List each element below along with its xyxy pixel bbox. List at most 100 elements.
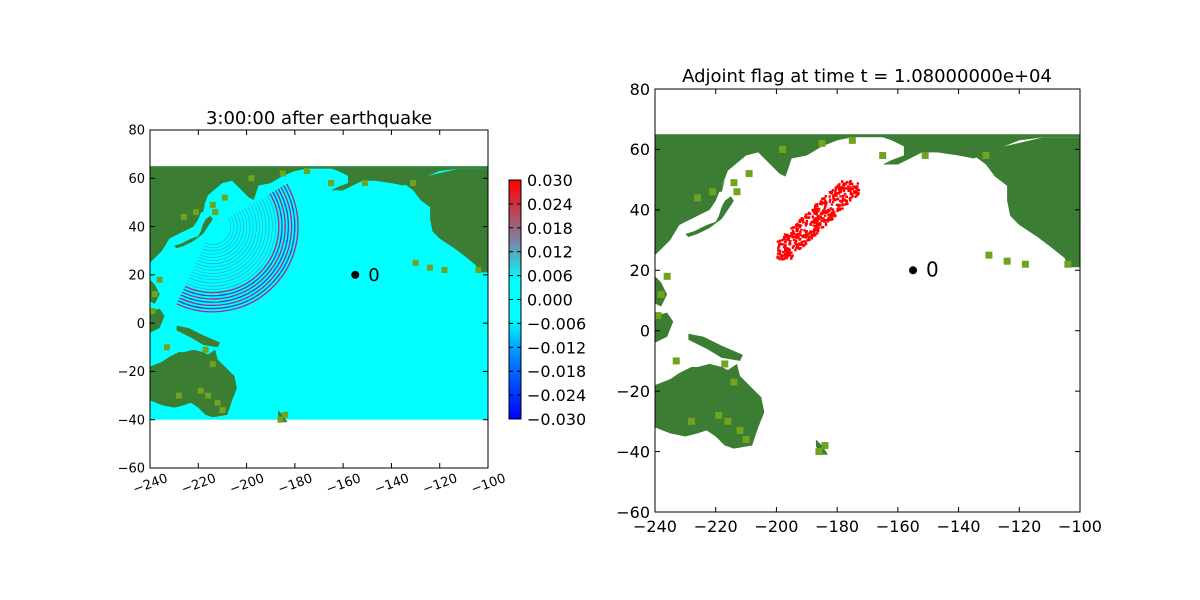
flag-cell xyxy=(834,187,838,191)
flag-cell xyxy=(841,203,845,206)
flag-cell xyxy=(841,186,845,190)
gauge-point xyxy=(351,270,360,279)
flag-cell xyxy=(814,204,818,208)
flag-cell xyxy=(820,219,823,223)
axes-frame xyxy=(149,129,489,469)
right-subplot: 0 Adjoint flag at time t = 1.08000000e+0… xyxy=(616,66,1102,536)
flag-cell xyxy=(796,234,799,238)
flag-cell xyxy=(792,226,796,229)
flag-cell xyxy=(845,195,849,198)
flag-cell xyxy=(837,187,841,191)
flag-cell xyxy=(777,245,781,248)
flag-cell xyxy=(795,244,799,247)
flag-cell xyxy=(810,230,814,233)
flag-cell xyxy=(849,186,852,189)
land-speckle xyxy=(848,136,856,144)
wave-front xyxy=(191,201,264,277)
land-speckle xyxy=(715,411,723,419)
flag-cell xyxy=(791,235,794,239)
land-mass xyxy=(688,333,743,361)
flag-cell xyxy=(825,202,828,205)
wave-front xyxy=(177,185,296,310)
flag-cell xyxy=(854,185,857,189)
flag-cell xyxy=(848,180,852,184)
land-speckle xyxy=(694,194,701,202)
gauge-point xyxy=(909,266,918,275)
flag-cell xyxy=(826,220,830,223)
land-speckle xyxy=(730,179,738,187)
flag-cell xyxy=(792,238,796,242)
flag-cell xyxy=(776,240,780,243)
land-mass xyxy=(174,215,213,249)
land-speckle xyxy=(427,264,434,271)
flag-cell xyxy=(823,205,827,208)
flag-cell xyxy=(808,232,811,235)
land-speckle xyxy=(1064,260,1072,268)
land-speckle xyxy=(197,387,204,394)
flag-cell xyxy=(797,232,800,235)
colorbar-tick-label: 0.024 xyxy=(527,195,573,214)
flag-cell xyxy=(782,250,785,254)
flag-cell xyxy=(800,242,803,246)
x-tick-label: −120 xyxy=(997,517,1041,536)
flag-cell xyxy=(814,218,817,221)
flag-cell xyxy=(842,184,846,187)
wave-front xyxy=(183,191,283,297)
flag-cell xyxy=(820,226,824,229)
flag-cell xyxy=(821,211,825,214)
flag-cell xyxy=(787,236,791,239)
flag-cell xyxy=(847,189,850,193)
y-tick-label: 80 xyxy=(128,124,145,139)
flag-cell xyxy=(816,205,819,208)
wave-front xyxy=(196,207,251,265)
land-mass xyxy=(176,325,220,348)
flag-cell xyxy=(798,225,801,229)
flag-cell xyxy=(787,254,790,257)
flag-cell xyxy=(782,257,785,261)
flag-cell xyxy=(852,190,856,193)
x-tick-label: −180 xyxy=(815,517,859,536)
flag-cell xyxy=(815,221,819,224)
x-tick-label: −140 xyxy=(373,471,412,497)
land-mass xyxy=(232,178,254,200)
colorbar-tick-label: −0.024 xyxy=(527,386,586,405)
flag-cell xyxy=(830,190,834,193)
flag-cell xyxy=(851,187,854,191)
flag-cell xyxy=(776,256,779,260)
flag-cell xyxy=(777,246,780,250)
flag-cell xyxy=(843,187,846,191)
land-speckle xyxy=(209,361,216,368)
land-speckle xyxy=(209,201,216,208)
land-speckle xyxy=(214,399,221,406)
flag-cell xyxy=(835,203,839,207)
flag-cell xyxy=(818,223,822,227)
flag-cell xyxy=(826,208,830,212)
flag-cell xyxy=(805,230,809,233)
flag-cell xyxy=(844,182,848,185)
flag-cell xyxy=(780,255,784,259)
flag-cell xyxy=(851,194,854,198)
tick-marks xyxy=(654,88,1081,513)
flag-cell xyxy=(796,236,800,239)
flag-cell xyxy=(839,189,842,193)
land-mass xyxy=(958,137,1080,268)
land-speckle xyxy=(163,344,170,351)
flag-cell xyxy=(848,182,852,186)
flag-cell xyxy=(819,216,823,219)
flag-cell xyxy=(786,233,789,237)
flag-cell xyxy=(817,207,821,211)
flag-cell xyxy=(778,239,782,243)
flag-cell xyxy=(784,253,787,256)
land-speckle xyxy=(779,145,786,153)
flag-cell xyxy=(848,197,852,200)
x-tick-label: −220 xyxy=(694,517,738,536)
flag-cell xyxy=(818,222,821,225)
flag-cell xyxy=(838,183,841,186)
flag-cell xyxy=(841,199,844,203)
flag-cell xyxy=(786,251,789,254)
flag-cell xyxy=(815,203,818,206)
flag-cell xyxy=(836,184,839,187)
flag-cell xyxy=(789,240,792,243)
colorbar: 0.030 0.024 0.018 0.012 0.006 0.000 −0.006 −0.0… xyxy=(508,171,586,429)
